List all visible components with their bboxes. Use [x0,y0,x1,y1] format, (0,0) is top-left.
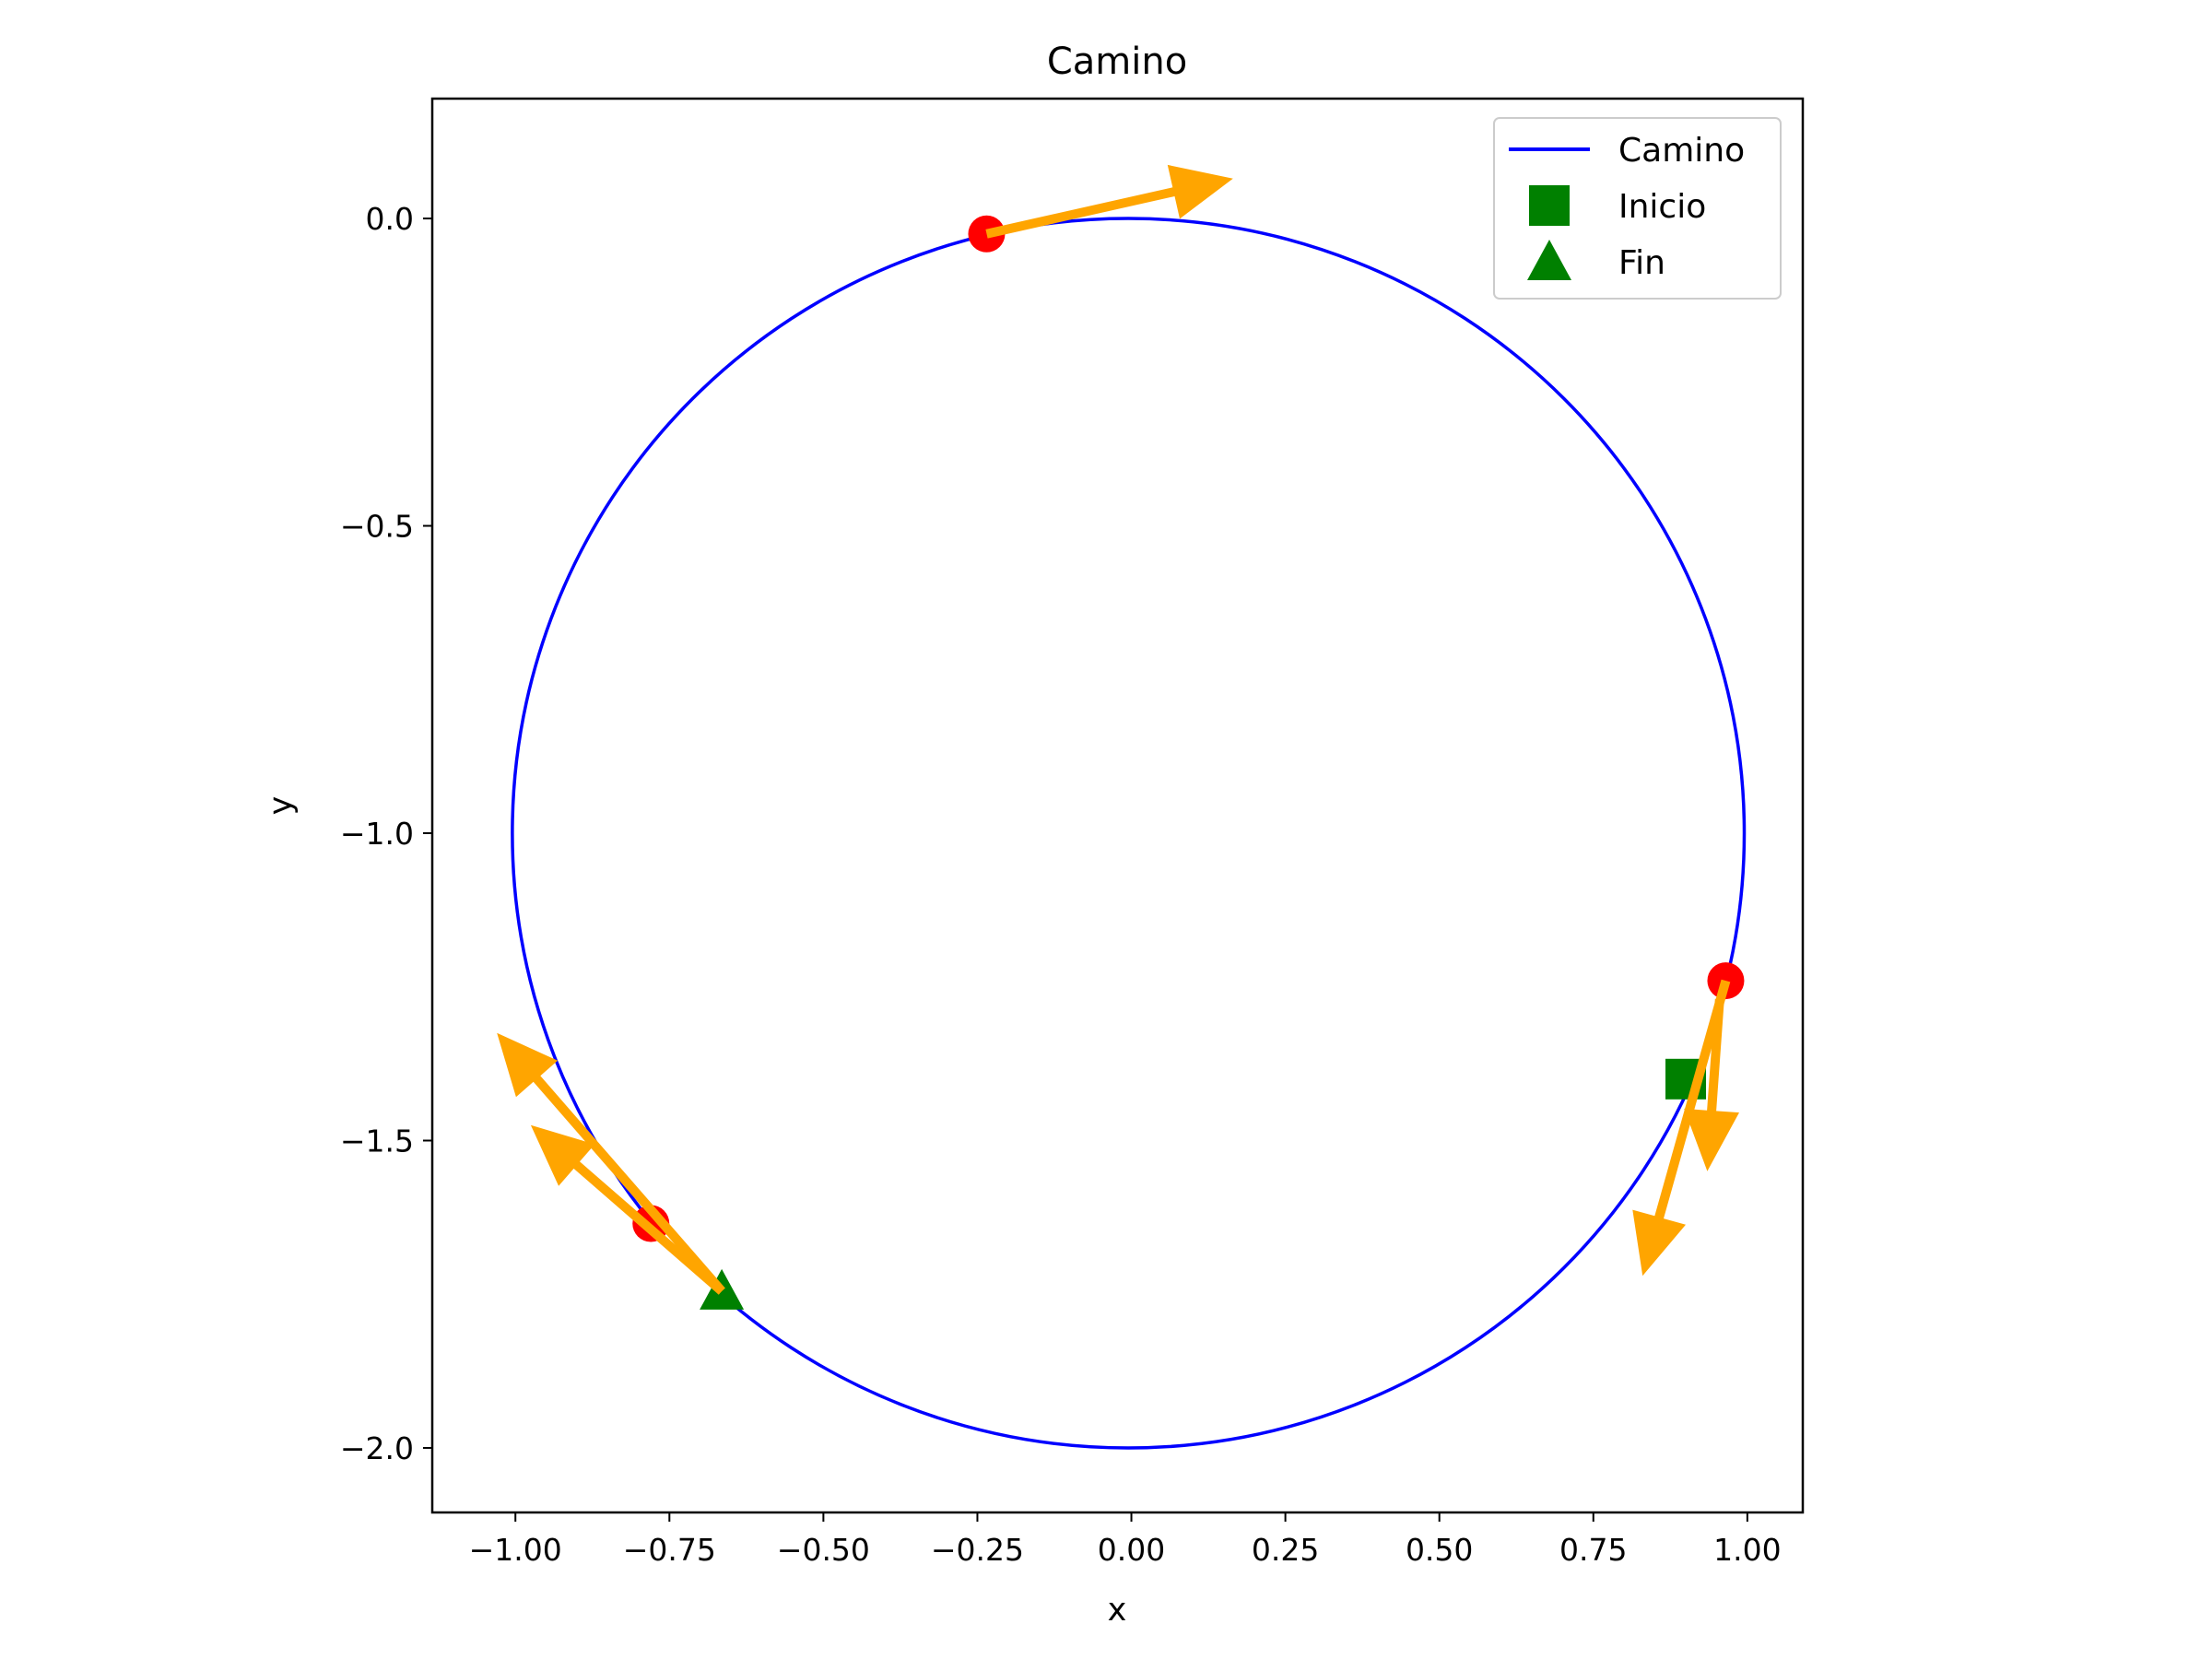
plot-area [497,164,1747,1450]
y-axis-label: y [263,796,300,816]
arrow-4 [530,1124,725,1295]
x-tick-label: −0.75 [623,1532,716,1568]
x-tick-label: −1.00 [469,1532,562,1568]
y-tick-label: −1.5 [340,1123,414,1159]
plot-frame [430,97,1805,1514]
x-tick-label: −0.25 [931,1532,1024,1568]
y-tick-label: 0.0 [366,201,414,237]
legend-square-swatch [1529,185,1570,226]
x-tick-label: 1.00 [1713,1532,1781,1568]
y-tick-label: −2.0 [340,1430,414,1466]
x-axis-ticks: −1.00 −0.75 −0.50 −0.25 0.00 0.25 0.50 0.75 1.00 [469,1512,1782,1568]
arrow-3 [497,1032,725,1295]
x-tick-label: 0.50 [1406,1532,1473,1568]
series-path-0 [511,217,1747,1450]
y-tick-label: −0.5 [340,509,414,545]
chart-title: Camino [1047,41,1187,83]
x-tick-label: 0.25 [1252,1532,1319,1568]
legend-triangle-swatch [1527,240,1571,280]
y-axis-ticks: 0.0 −0.5 −1.0 −1.5 −2.0 [340,201,432,1466]
legend: Camino Inicio Fin [1493,117,1782,300]
y-tick-label: −1.0 [340,816,414,852]
legend-label: Fin [1618,244,1665,282]
legend-box [1493,117,1782,300]
arrow-2 [1684,998,1739,1171]
arrow-1 [1632,979,1731,1277]
x-axis-label: x [1108,1592,1127,1629]
legend-label: Camino [1618,132,1745,170]
legend-label: Inicio [1618,188,1706,226]
x-tick-label: −0.50 [777,1532,870,1568]
x-tick-label: 0.75 [1559,1532,1627,1568]
arrow-0 [985,164,1233,239]
red-point-0 [968,215,1006,253]
x-tick-label: 0.00 [1098,1532,1165,1568]
